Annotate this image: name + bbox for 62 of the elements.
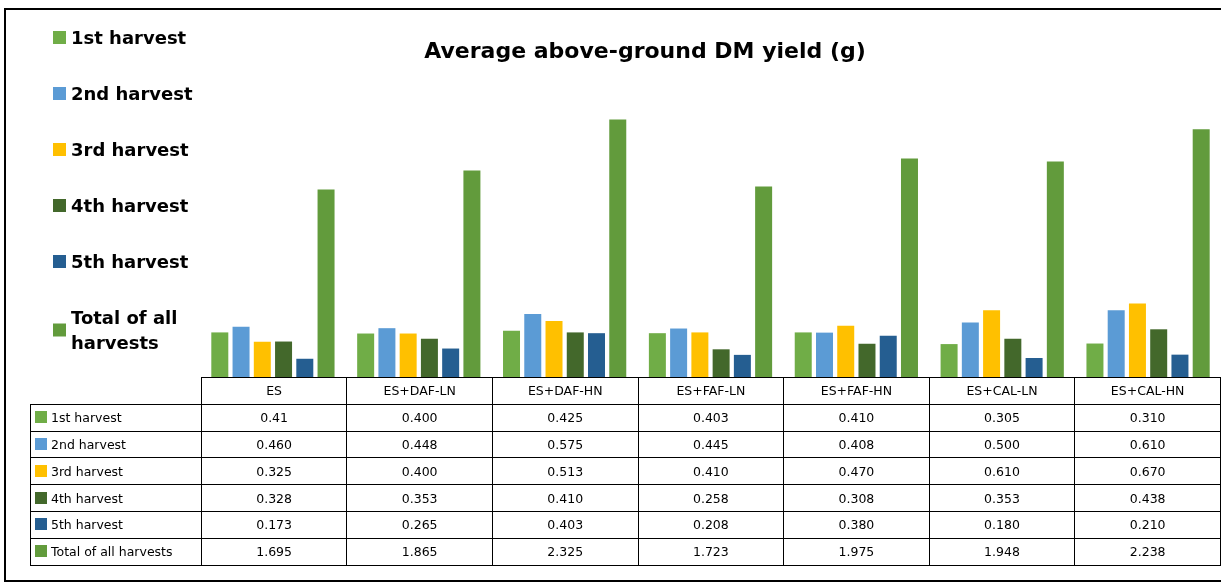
legend-label: 3rd harvest: [30, 457, 202, 485]
text: 1st harvest: [71, 27, 187, 48]
data-label: 0.410: [783, 404, 930, 432]
data-label: 0.325: [201, 457, 347, 485]
data-label: 0.460: [201, 431, 347, 458]
data-label: 1.948: [929, 538, 1075, 566]
data-label: 0.328: [201, 484, 347, 512]
x-tick-label: ES+FAF-LN: [638, 377, 784, 405]
data-label: 0.470: [783, 457, 930, 485]
text: 5th harvest: [51, 517, 123, 533]
data-label: 0.445: [638, 431, 784, 458]
text: 2nd harvest: [71, 83, 193, 104]
data-label: 0.353: [929, 484, 1075, 512]
data-label: 0.305: [929, 404, 1075, 432]
legend-label: Total of all harvests: [71, 307, 184, 353]
data-label: 0.410: [638, 457, 784, 485]
text: 4th harvest: [51, 490, 123, 506]
data-label: 2.325: [492, 538, 639, 566]
data-label: 0.180: [929, 511, 1075, 539]
data-label: 0.500: [929, 431, 1075, 458]
data-label: 0.610: [1074, 431, 1221, 458]
data-label: 0.448: [346, 431, 493, 458]
data-label: 0.575: [492, 431, 639, 458]
data-label: 0.670: [1074, 457, 1221, 485]
data-label: 1.695: [201, 538, 347, 566]
data-label: 0.173: [201, 511, 347, 539]
data-label: 0.353: [346, 484, 493, 512]
data-label: 0.400: [346, 457, 493, 485]
legend-label: 4th harvest: [71, 195, 189, 216]
legend-label: 5th harvest: [71, 251, 189, 272]
text: 3rd harvest: [71, 139, 189, 160]
data-label: 0.403: [638, 404, 784, 432]
x-tick-label: ES: [201, 377, 347, 405]
data-label: 0.438: [1074, 484, 1221, 512]
data-label: 0.380: [783, 511, 930, 539]
data-label: 0.408: [783, 431, 930, 458]
data-label: 1.975: [783, 538, 930, 566]
data-label: 0.425: [492, 404, 639, 432]
text: Total of all harvests: [51, 544, 173, 560]
x-tick-label: ES+FAF-HN: [783, 377, 930, 405]
x-tick-label: ES+DAF-LN: [346, 377, 493, 405]
x-tick-label: ES+DAF-HN: [492, 377, 639, 405]
data-label: 0.403: [492, 511, 639, 539]
chart-title: Average above-ground DM yield (g): [424, 37, 866, 63]
data-label: 0.41: [201, 404, 347, 432]
x-tick-label: ES+CAL-LN: [929, 377, 1075, 405]
data-label: 0.308: [783, 484, 930, 512]
data-label: 1.865: [346, 538, 493, 566]
legend-label: 2nd harvest: [30, 431, 202, 458]
data-label: 1.723: [638, 538, 784, 566]
data-label: 0.208: [638, 511, 784, 539]
data-label: 0.258: [638, 484, 784, 512]
data-label: 2.238: [1074, 538, 1221, 566]
data-label: 0.310: [1074, 404, 1221, 432]
data-label: 0.400: [346, 404, 493, 432]
legend-label: 1st harvest: [30, 404, 202, 432]
data-label: 0.610: [929, 457, 1075, 485]
x-tick-label: ES+CAL-HN: [1074, 377, 1221, 405]
data-label: 0.265: [346, 511, 493, 539]
data-label: 0.210: [1074, 511, 1221, 539]
data-label: 0.410: [492, 484, 639, 512]
data-label: 0.513: [492, 457, 639, 485]
